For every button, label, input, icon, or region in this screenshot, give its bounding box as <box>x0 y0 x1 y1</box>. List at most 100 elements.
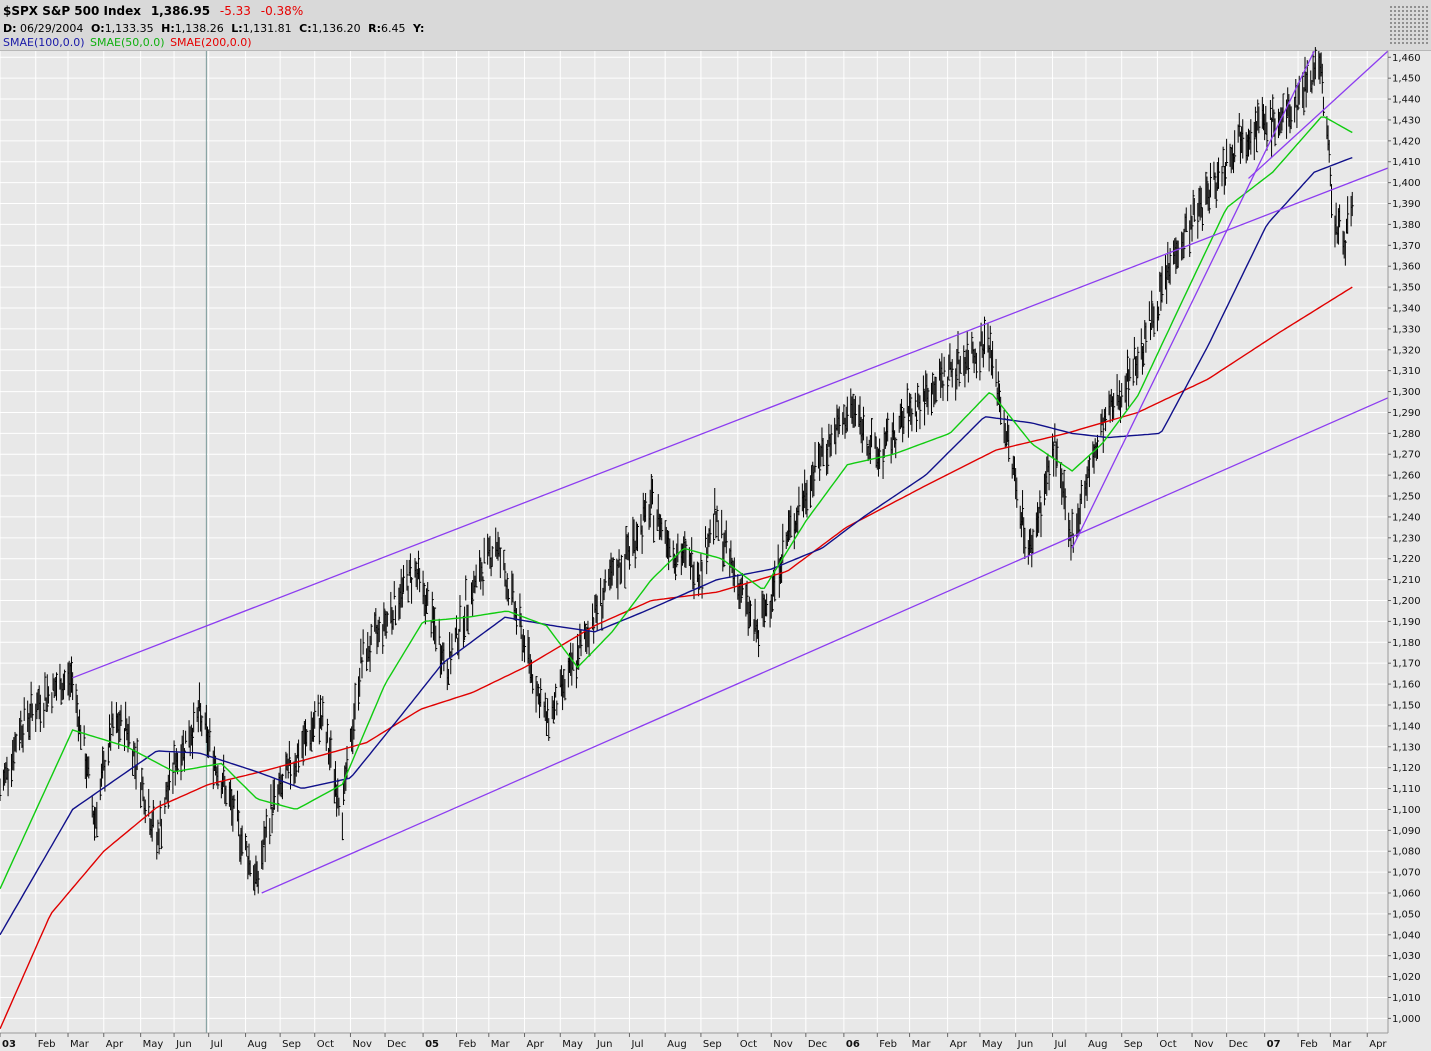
y-tick-label: 1,440 <box>1392 95 1421 106</box>
x-tick-label: Feb <box>459 1039 477 1050</box>
x-tick-label: Mar <box>1332 1039 1352 1050</box>
y-tick-label: 1,390 <box>1392 199 1421 210</box>
high-value: 1,138.26 <box>174 22 224 35</box>
x-tick-label: Aug <box>248 1039 268 1050</box>
y-tick-label: 1,320 <box>1392 345 1421 356</box>
y-tick-label: 1,050 <box>1392 909 1421 920</box>
sma50-line <box>0 116 1353 890</box>
x-tick-label: 03 <box>2 1039 16 1050</box>
trendline[interactable] <box>72 167 1389 679</box>
legend-sma100: SMAE(100,0.0) <box>3 36 85 49</box>
y-tick-label: 1,020 <box>1392 972 1421 983</box>
y-tick-label: 1,250 <box>1392 492 1421 503</box>
resize-grip[interactable] <box>1389 5 1429 45</box>
symbol-row: $SPX S&P 500 Index 1,386.95 -5.33 -0.38% <box>3 4 303 18</box>
x-tick-label: Dec <box>387 1039 406 1050</box>
sma50-path <box>0 116 1353 890</box>
y-tick-label: 1,240 <box>1392 512 1421 523</box>
y-tick-label: 1,230 <box>1392 533 1421 544</box>
x-tick-label: Oct <box>1159 1039 1176 1050</box>
x-tick-label: Oct <box>317 1039 334 1050</box>
x-tick-label: Jul <box>1054 1039 1067 1050</box>
x-tick-label: Jun <box>175 1039 192 1050</box>
low-value: 1,131.81 <box>242 22 292 35</box>
price-change: -5.33 <box>219 4 251 18</box>
x-tick-label: Aug <box>667 1039 687 1050</box>
x-tick-label: Oct <box>740 1039 757 1050</box>
trendline[interactable] <box>261 397 1389 894</box>
x-tick-label: Feb <box>38 1039 56 1050</box>
y-tick-label: 1,090 <box>1392 826 1421 837</box>
high-label: H: <box>161 22 175 35</box>
x-tick-label: Sep <box>282 1039 301 1050</box>
x-tick-label: Mar <box>70 1039 90 1050</box>
date-label: D: <box>3 22 17 35</box>
x-tick-label: Aug <box>1088 1039 1108 1050</box>
x-tick-label: Nov <box>773 1039 793 1050</box>
plot-area <box>0 51 1388 1033</box>
y-tick-label: 1,460 <box>1392 53 1421 64</box>
range-label: R: <box>368 22 382 35</box>
y-tick-label: 1,200 <box>1392 596 1421 607</box>
trendline[interactable] <box>1248 50 1389 179</box>
y-tick-label: 1,300 <box>1392 387 1421 398</box>
y-tick-label: 1,220 <box>1392 554 1421 565</box>
y-tick-label: 1,000 <box>1392 1014 1421 1025</box>
y-tick-label: 1,260 <box>1392 471 1421 482</box>
x-tick-label: Jul <box>630 1039 643 1050</box>
price-bars <box>0 47 1354 896</box>
x-tick-label: Sep <box>703 1039 722 1050</box>
x-tick-label: Dec <box>808 1039 827 1050</box>
y-tick-label: 1,060 <box>1392 889 1421 900</box>
y-tick-label: 1,400 <box>1392 178 1421 189</box>
x-tick-label: Sep <box>1124 1039 1143 1050</box>
y-tick-label: 1,160 <box>1392 680 1421 691</box>
x-tick-label: Jun <box>596 1039 613 1050</box>
grid <box>0 51 1388 1033</box>
x-tick-label: Feb <box>879 1039 897 1050</box>
y-tick-label: 1,130 <box>1392 742 1421 753</box>
low-label: L: <box>231 22 243 35</box>
y-tick-label: 1,120 <box>1392 763 1421 774</box>
y-tick-label: 1,340 <box>1392 303 1421 314</box>
y-label: Y: <box>413 22 425 35</box>
x-tick-label: Feb <box>1300 1039 1318 1050</box>
indicator-legend: SMAE(100,0.0) SMAE(50,0.0) SMAE(200,0.0) <box>3 36 252 49</box>
y-tick-label: 1,010 <box>1392 993 1421 1004</box>
symbol-title: $SPX S&P 500 Index <box>3 4 141 18</box>
x-tick-label: Apr <box>950 1039 968 1050</box>
x-tick-label: May <box>982 1039 1003 1050</box>
y-tick-label: 1,100 <box>1392 805 1421 816</box>
y-tick-label: 1,360 <box>1392 262 1421 273</box>
y-tick-label: 1,180 <box>1392 638 1421 649</box>
y-tick-label: 1,290 <box>1392 408 1421 419</box>
chart-header: $SPX S&P 500 Index 1,386.95 -5.33 -0.38%… <box>0 0 1431 51</box>
y-tick-label: 1,310 <box>1392 366 1421 377</box>
x-tick-label: Mar <box>491 1039 511 1050</box>
trendline[interactable] <box>1071 50 1315 549</box>
x-tick-label: Nov <box>352 1039 372 1050</box>
y-tick-label: 1,380 <box>1392 220 1421 231</box>
y-tick-label: 1,450 <box>1392 74 1421 85</box>
x-tick-label: Apr <box>1369 1039 1387 1050</box>
range-value: 6.45 <box>381 22 406 35</box>
x-tick-label: Mar <box>912 1039 932 1050</box>
x-tick-label: 05 <box>425 1039 439 1050</box>
open-label: O: <box>90 22 105 35</box>
y-tick-label: 1,370 <box>1392 241 1421 252</box>
price-change-pct: -0.38% <box>260 4 304 18</box>
x-tick-label: 07 <box>1267 1039 1281 1050</box>
open-value: 1,133.35 <box>104 22 154 35</box>
y-tick-label: 1,040 <box>1392 930 1421 941</box>
y-tick-label: 1,030 <box>1392 951 1421 962</box>
x-tick-label: Jul <box>210 1039 223 1050</box>
y-tick-label: 1,410 <box>1392 157 1421 168</box>
last-price: 1,386.95 <box>150 4 211 18</box>
close-value: 1,136.20 <box>311 22 361 35</box>
close-label: C: <box>299 22 312 35</box>
ohlc-row: D: 06/29/2004 O:1,133.35 H:1,138.26 L:1,… <box>3 22 424 35</box>
x-axis: 03 Feb Mar Apr May Jun Jul Aug Sep Oct Nov Dec 05 Feb… <box>0 1033 1387 1050</box>
x-tick-label: Dec <box>1229 1039 1248 1050</box>
